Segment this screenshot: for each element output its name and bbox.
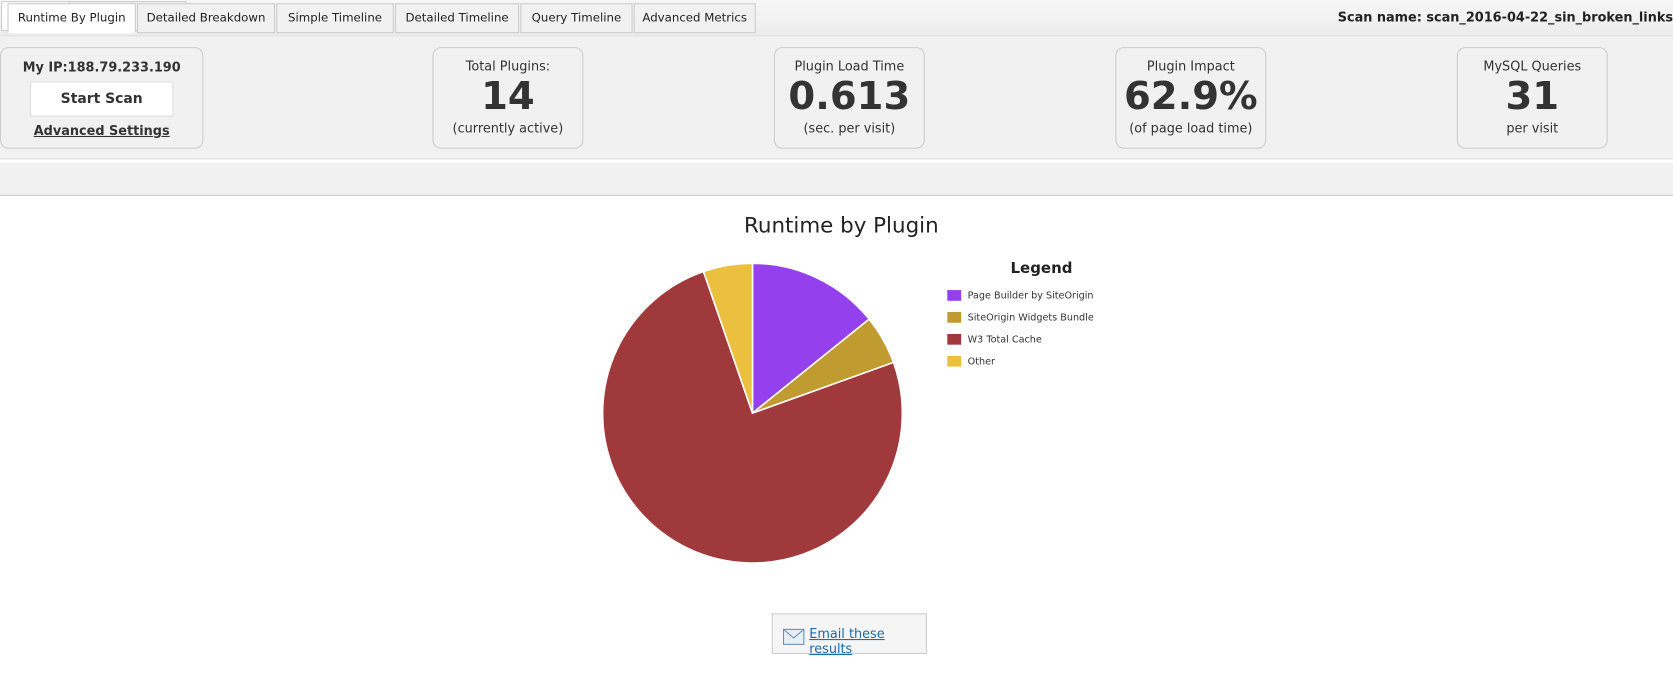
stat-label: Total Plugins: bbox=[465, 58, 551, 74]
legend-label: W3 Total Cache bbox=[968, 335, 1042, 346]
scan-name: Scan name: scan_2016-04-22_sin_broken_li… bbox=[1337, 9, 1673, 25]
stat-box: Plugin Impact 62.9% (of page load time) bbox=[1115, 47, 1267, 149]
stat-note: (currently active) bbox=[452, 120, 564, 136]
legend-swatch bbox=[947, 312, 962, 323]
legend-swatch bbox=[947, 333, 962, 345]
advanced-settings-link[interactable]: Advanced Settings bbox=[33, 123, 170, 139]
legend-swatch bbox=[947, 355, 962, 367]
stat-note: per visit bbox=[1506, 120, 1559, 136]
ip-box: My IP:188.79.233.190 Start Scan Advanced… bbox=[0, 47, 204, 149]
pie-slice bbox=[601, 270, 904, 564]
subtab[interactable]: Runtime By Plugin bbox=[7, 3, 136, 34]
mail-icon bbox=[782, 628, 805, 645]
stat-value: 62.9% bbox=[1123, 74, 1258, 119]
stat-label: Plugin Load Time bbox=[794, 58, 905, 74]
stat-value: 31 bbox=[1505, 74, 1560, 119]
stat-label: Plugin Impact bbox=[1146, 58, 1235, 74]
legend-label: Other bbox=[968, 356, 995, 367]
pie-slice bbox=[751, 262, 871, 415]
subtab[interactable]: Simple Timeline bbox=[276, 3, 394, 34]
stat-box: Plugin Load Time 0.613 (sec. per visit) bbox=[773, 47, 925, 149]
subtab[interactable]: Detailed Timeline bbox=[394, 3, 520, 34]
legend-swatch bbox=[947, 290, 962, 301]
subtab-bar bbox=[0, 162, 1673, 196]
chart-title: Runtime by Plugin bbox=[744, 213, 939, 238]
stat-box: MySQL Queries 31 per visit bbox=[1456, 47, 1608, 149]
stat-note: (sec. per visit) bbox=[803, 120, 896, 136]
start-scan-button[interactable]: Start Scan bbox=[29, 81, 174, 117]
stat-value: 14 bbox=[481, 74, 535, 119]
chart: Runtime by Plugin Legend Page Builder by… bbox=[601, 213, 1094, 564]
legend-title: Legend bbox=[1011, 259, 1073, 277]
stat-note: (of page load time) bbox=[1129, 120, 1253, 136]
legend-label: SiteOrigin Widgets Bundle bbox=[968, 313, 1094, 324]
ip: My IP:188.79.233.190 bbox=[22, 59, 181, 75]
email-button[interactable]: Email these results bbox=[771, 613, 927, 657]
subtab[interactable]: Detailed Breakdown bbox=[137, 3, 276, 34]
stat-label: MySQL Queries bbox=[1483, 58, 1582, 74]
subtab[interactable]: Query Timeline bbox=[520, 3, 633, 34]
legend-label: Page Builder by SiteOrigin bbox=[968, 291, 1094, 302]
stat-box: Total Plugins: 14 (currently active) bbox=[432, 47, 584, 149]
pie-slice bbox=[702, 262, 754, 414]
subtab[interactable]: Advanced Metrics bbox=[633, 3, 756, 34]
stat-value: 0.613 bbox=[788, 74, 911, 119]
email-link[interactable]: Email these results bbox=[809, 626, 885, 657]
